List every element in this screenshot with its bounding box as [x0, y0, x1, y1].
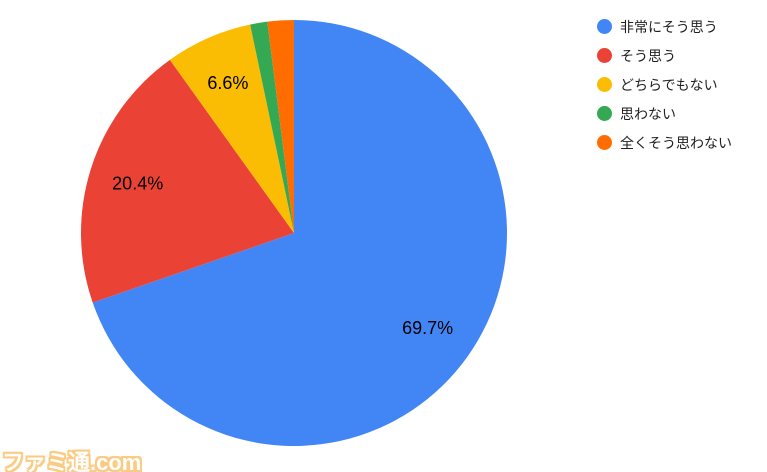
pie-slice-5 — [267, 20, 294, 233]
legend-item-3: どちらでもない — [597, 70, 732, 99]
legend-label: そう思う — [620, 47, 676, 64]
slice-label-1: 69.7% — [402, 318, 453, 338]
legend-item-1: 非常にそう思う — [597, 12, 732, 41]
legend: 非常にそう思う そう思うどちらでもない 思わない全くそう思わない — [597, 12, 732, 157]
slice-label-3: 6.6% — [207, 73, 248, 93]
legend-label: 思わない — [620, 105, 676, 122]
legend-swatch-icon — [597, 77, 612, 92]
pie-slice-2 — [80, 59, 295, 303]
legend-swatch-icon — [597, 135, 612, 150]
pie-slice-3 — [169, 24, 294, 234]
slice-label-2: 20.4% — [112, 173, 163, 193]
legend-item-4: 思わない — [597, 99, 732, 128]
legend-swatch-icon — [597, 19, 612, 34]
legend-item-5: 全くそう思わない — [597, 128, 732, 157]
legend-swatch-icon — [597, 48, 612, 63]
legend-swatch-icon — [597, 106, 612, 121]
pie-slice-4 — [250, 21, 294, 234]
legend-label: 非常にそう思う — [620, 18, 718, 35]
legend-item-2: そう思う — [597, 41, 732, 70]
pie-slice-1 — [92, 20, 507, 446]
legend-label: 全くそう思わない — [620, 134, 732, 151]
famitsu-watermark: ファミ通.com — [2, 450, 142, 472]
legend-label: どちらでもない — [620, 76, 718, 93]
